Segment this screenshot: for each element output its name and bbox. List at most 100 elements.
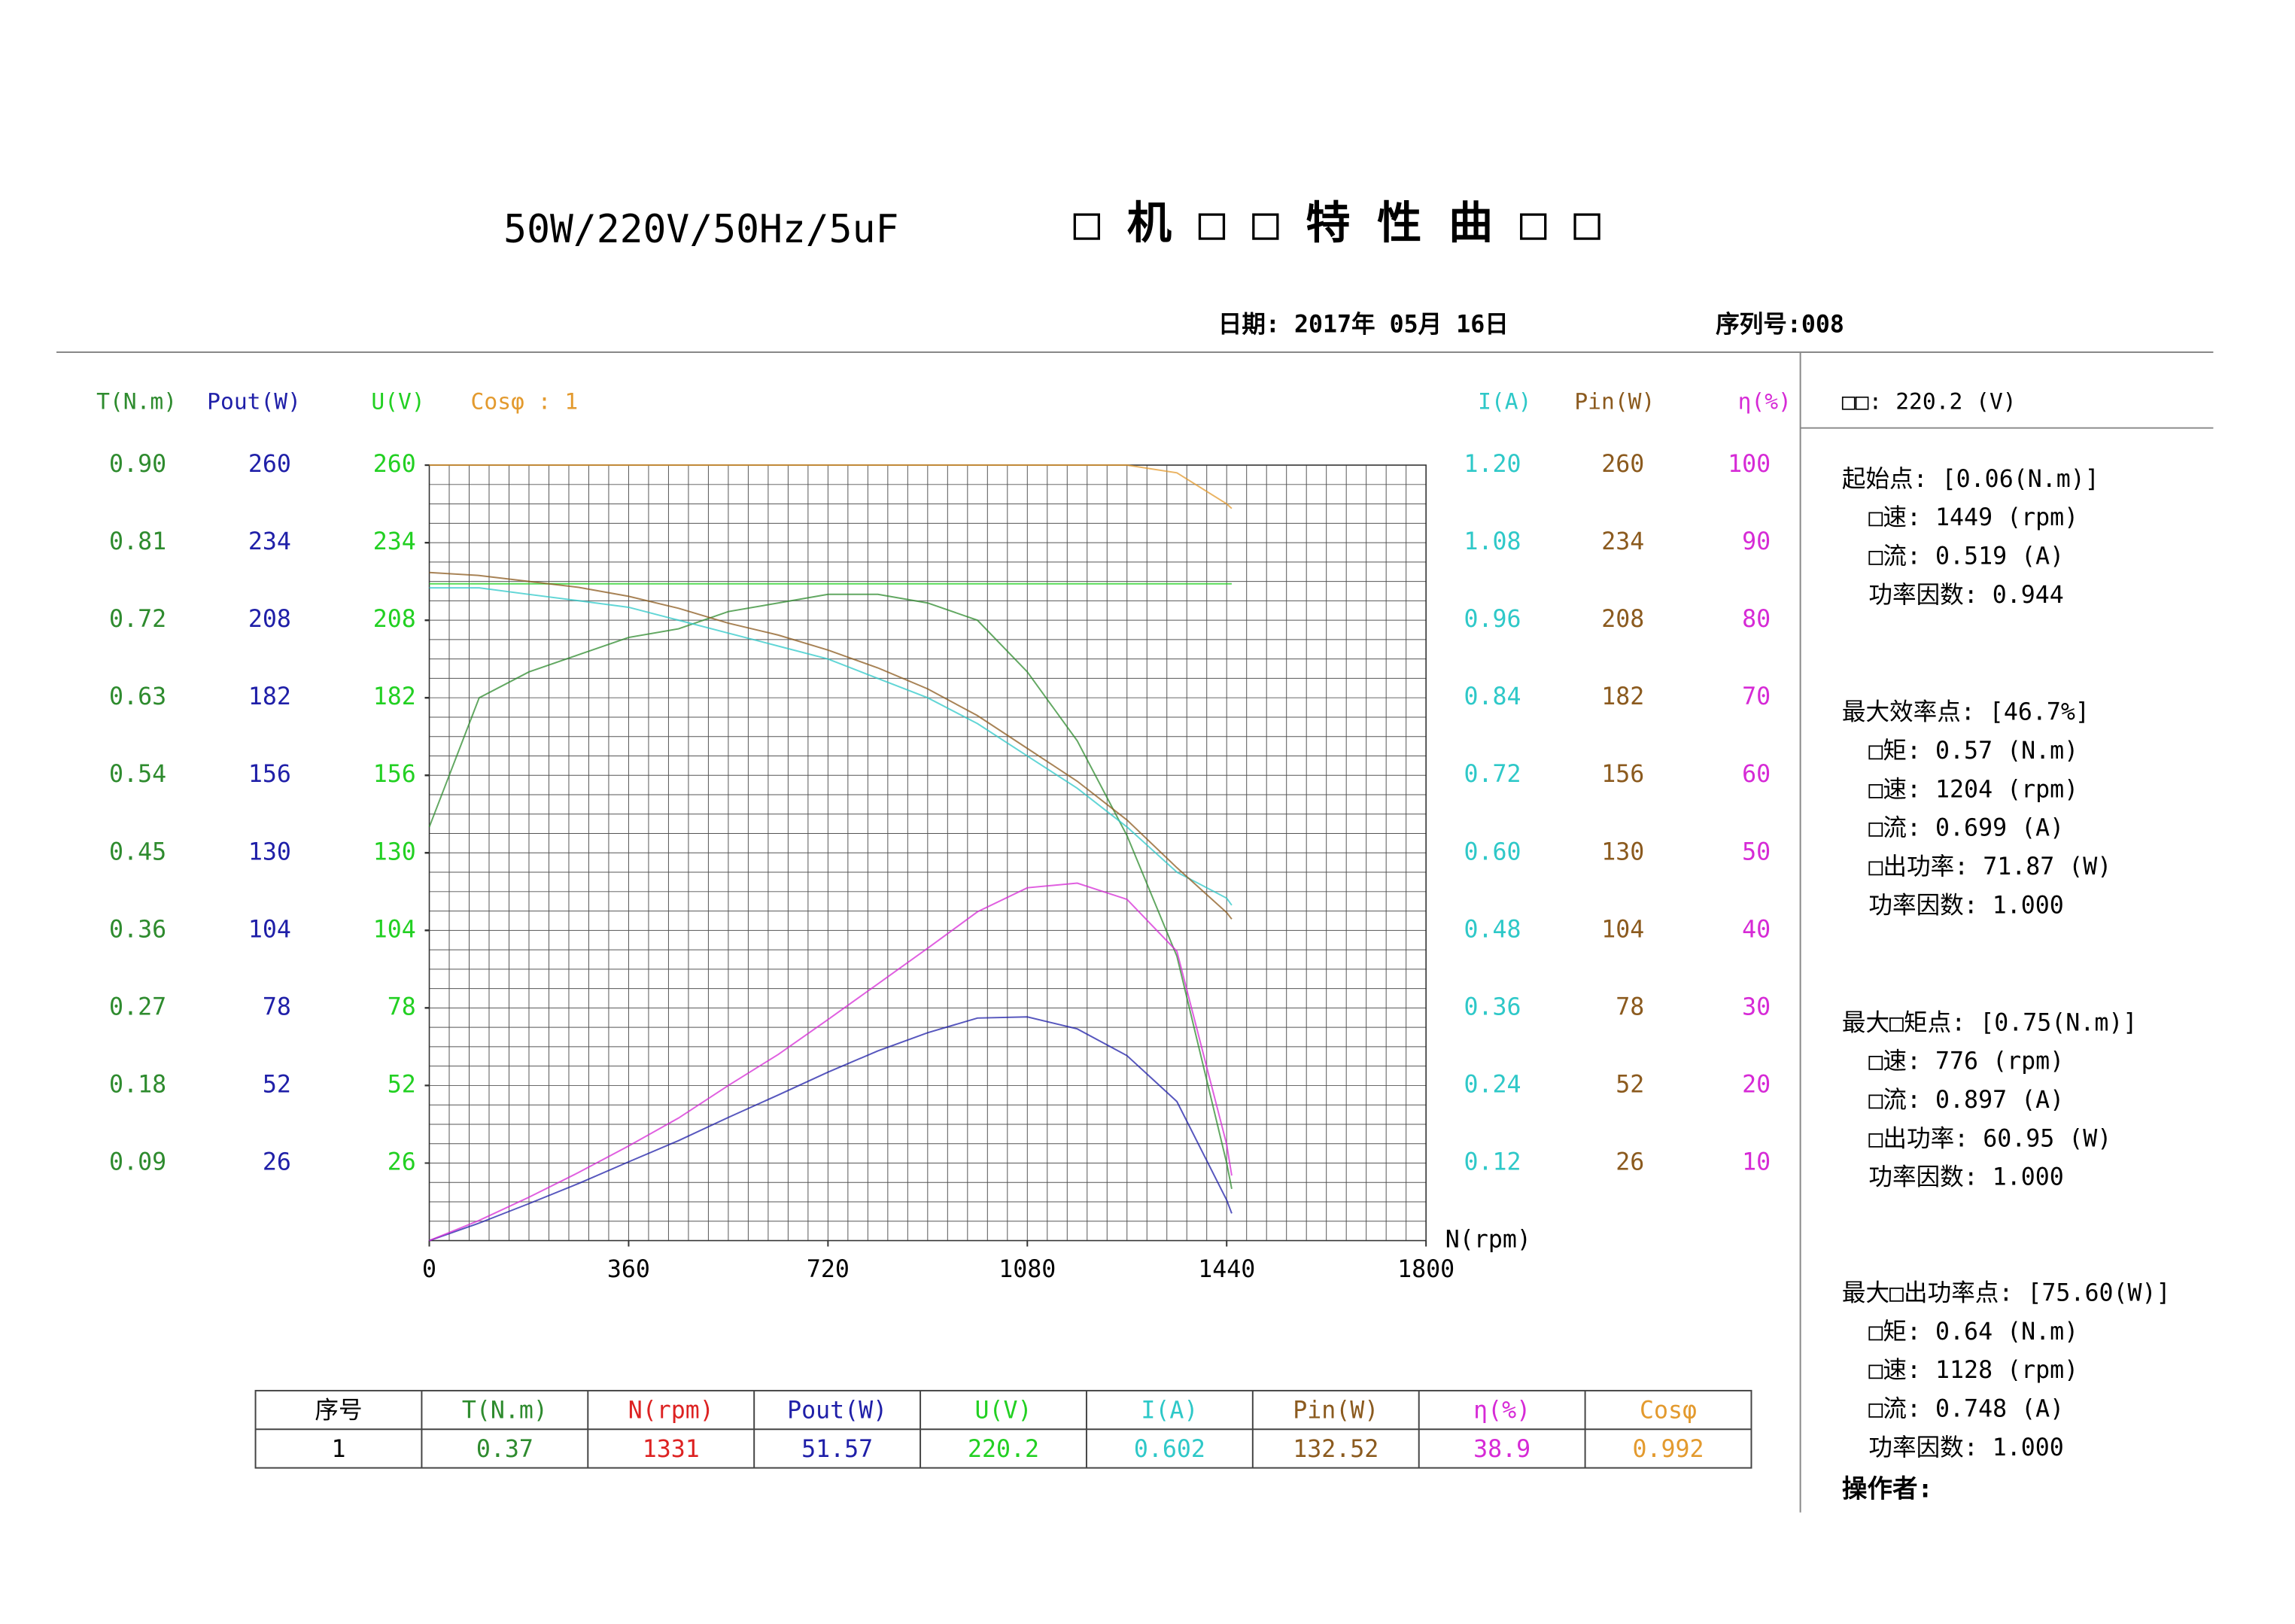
y-tick-label: 104	[373, 916, 416, 943]
title: 50W/220V/50Hz/5uF	[503, 207, 898, 252]
section-line: □速: 776 (rpm)	[1868, 1048, 2064, 1075]
y-tick-label: 0.45	[109, 838, 166, 865]
section-title: 起始点: [0.06(N.m)]	[1842, 466, 2099, 493]
y-tick-label: 0.24	[1464, 1071, 1521, 1098]
section-title: 最大□矩点: [0.75(N.m)]	[1842, 1009, 2137, 1036]
x-tick-label: 1800	[1397, 1256, 1455, 1283]
y-tick-label: 208	[1601, 606, 1644, 633]
y-tick-label: 1.20	[1464, 451, 1521, 478]
y-tick-label: 104	[248, 916, 291, 943]
y-tick-label: 0.63	[109, 683, 166, 710]
table-header: Cosφ	[1640, 1397, 1697, 1425]
y-tick-label: 30	[1742, 993, 1771, 1020]
section-line: 功率因数: 0.944	[1868, 582, 2063, 609]
y-tick-label: 234	[1601, 528, 1644, 555]
axis-legend: I(A)	[1478, 389, 1531, 415]
y-tick-label: 182	[373, 683, 416, 710]
y-tick-label: 130	[248, 838, 291, 865]
section-line: □矩: 0.64 (N.m)	[1868, 1318, 2078, 1346]
x-tick-label: 360	[607, 1256, 650, 1283]
axis-legend: Cosφ : 1	[471, 389, 579, 415]
y-tick-label: 130	[1601, 838, 1644, 865]
y-tick-label: 234	[248, 528, 291, 555]
table-cell: 38.9	[1473, 1436, 1531, 1463]
y-tick-label: 78	[388, 993, 416, 1020]
section-line: 功率因数: 1.000	[1868, 1434, 2063, 1461]
table-cell: 51.57	[801, 1436, 873, 1463]
y-tick-label: 0.81	[109, 528, 166, 555]
table-cell: 1331	[643, 1436, 700, 1463]
y-tick-label: 100	[1728, 451, 1771, 478]
section-line: □流: 0.519 (A)	[1868, 543, 2064, 570]
y-tick-label: 0.54	[109, 761, 166, 788]
y-tick-label: 182	[248, 683, 291, 710]
y-tick-label: 52	[1616, 1071, 1644, 1098]
section-title: 最大□出功率点: [75.60(W)]	[1842, 1280, 2171, 1307]
y-tick-label: 0.27	[109, 993, 166, 1020]
curve	[428, 593, 1233, 1190]
table-header: T(N.m)	[462, 1397, 548, 1425]
y-tick-label: 78	[1616, 993, 1644, 1020]
y-tick-label: 78	[263, 993, 291, 1020]
date: 日期: 2017年 05月 16日	[1218, 311, 1509, 338]
table-header: 序号	[315, 1397, 362, 1425]
axis-legend: U(V)	[371, 389, 424, 415]
curve	[429, 587, 1233, 906]
table-header: U(V)	[974, 1397, 1032, 1425]
y-tick-label: 182	[1601, 683, 1644, 710]
section-line: □出功率: 71.87 (W)	[1868, 853, 2111, 880]
y-tick-label: 104	[1601, 916, 1644, 943]
y-tick-label: 90	[1742, 528, 1771, 555]
y-tick-label: 1.08	[1464, 528, 1521, 555]
table-cell: 132.52	[1293, 1436, 1379, 1463]
table-cell: 1	[331, 1436, 345, 1463]
y-tick-label: 156	[248, 761, 291, 788]
y-tick-label: 0.60	[1464, 838, 1521, 865]
y-tick-label: 0.90	[109, 451, 166, 478]
curve	[429, 571, 1233, 920]
section-line: 功率因数: 1.000	[1868, 892, 2063, 919]
section-line: □流: 0.699 (A)	[1868, 815, 2064, 842]
table-header: Pin(W)	[1293, 1397, 1379, 1425]
curve	[429, 1016, 1233, 1242]
serial: 序列号:008	[1716, 311, 1844, 338]
x-tick-label: 1080	[999, 1256, 1056, 1283]
y-tick-label: 0.96	[1464, 606, 1521, 633]
y-tick-label: 208	[373, 606, 416, 633]
y-tick-label: 234	[373, 528, 416, 555]
table-cell: 220.2	[968, 1436, 1039, 1463]
table-cell: 0.992	[1633, 1436, 1704, 1463]
y-tick-label: 60	[1742, 761, 1771, 788]
table-cell: 0.37	[476, 1436, 533, 1463]
section-line: 功率因数: 1.000	[1868, 1164, 2063, 1191]
table-cell: 0.602	[1134, 1436, 1205, 1463]
y-tick-label: 130	[373, 838, 416, 865]
y-tick-label: 0.36	[1464, 993, 1521, 1020]
y-tick-label: 0.18	[109, 1071, 166, 1098]
table-header: N(rpm)	[628, 1397, 714, 1425]
y-tick-label: 52	[263, 1071, 291, 1098]
y-tick-label: 0.09	[109, 1148, 166, 1175]
voltage: □□: 220.2 (V)	[1842, 389, 2017, 415]
y-tick-label: 0.84	[1464, 683, 1521, 710]
x-tick-label: 1440	[1198, 1256, 1255, 1283]
y-tick-label: 156	[373, 761, 416, 788]
y-tick-label: 40	[1742, 916, 1771, 943]
y-tick-label: 70	[1742, 683, 1771, 710]
x-tick-label: 0	[422, 1256, 436, 1283]
table-header: η(%)	[1473, 1397, 1531, 1425]
table-header: I(A)	[1141, 1397, 1198, 1425]
axis-legend: Pout(W)	[207, 389, 301, 415]
operator: 操作者:	[1842, 1474, 1933, 1504]
y-tick-label: 26	[388, 1148, 416, 1175]
y-tick-label: 26	[263, 1148, 291, 1175]
y-tick-label: 10	[1742, 1148, 1771, 1175]
axis-legend: Pin(W)	[1574, 389, 1655, 415]
y-tick-label: 50	[1742, 838, 1771, 865]
section-line: □流: 0.897 (A)	[1868, 1087, 2064, 1114]
y-tick-label: 0.48	[1464, 916, 1521, 943]
y-tick-label: 260	[1601, 451, 1644, 478]
x-tick-label: 720	[807, 1256, 850, 1283]
